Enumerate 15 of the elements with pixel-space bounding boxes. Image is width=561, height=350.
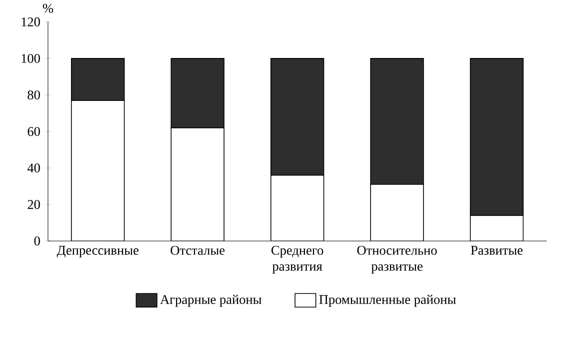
y-tick-label: 120 xyxy=(22,18,40,26)
y-tick-label: 20 xyxy=(28,200,40,210)
y-axis-title: % xyxy=(42,4,54,13)
x-tick-label: Депрессивные xyxy=(56,246,138,258)
legend-label: Аграрные районы xyxy=(160,294,262,307)
x-tick-label: Относительно развитые xyxy=(357,246,437,274)
x-tick-label: Отсталые xyxy=(170,246,225,255)
legend-label: Промышленные районы xyxy=(319,294,456,307)
y-tick-label: 100 xyxy=(22,54,40,63)
y-tick-label: 80 xyxy=(28,90,40,100)
y-tick-label: 60 xyxy=(28,127,40,136)
x-tick-label: Среднего развития xyxy=(271,246,324,274)
x-tick-label: Развитые xyxy=(470,246,523,255)
y-tick-label: 0 xyxy=(34,236,40,246)
y-tick-label: 40 xyxy=(27,164,40,173)
